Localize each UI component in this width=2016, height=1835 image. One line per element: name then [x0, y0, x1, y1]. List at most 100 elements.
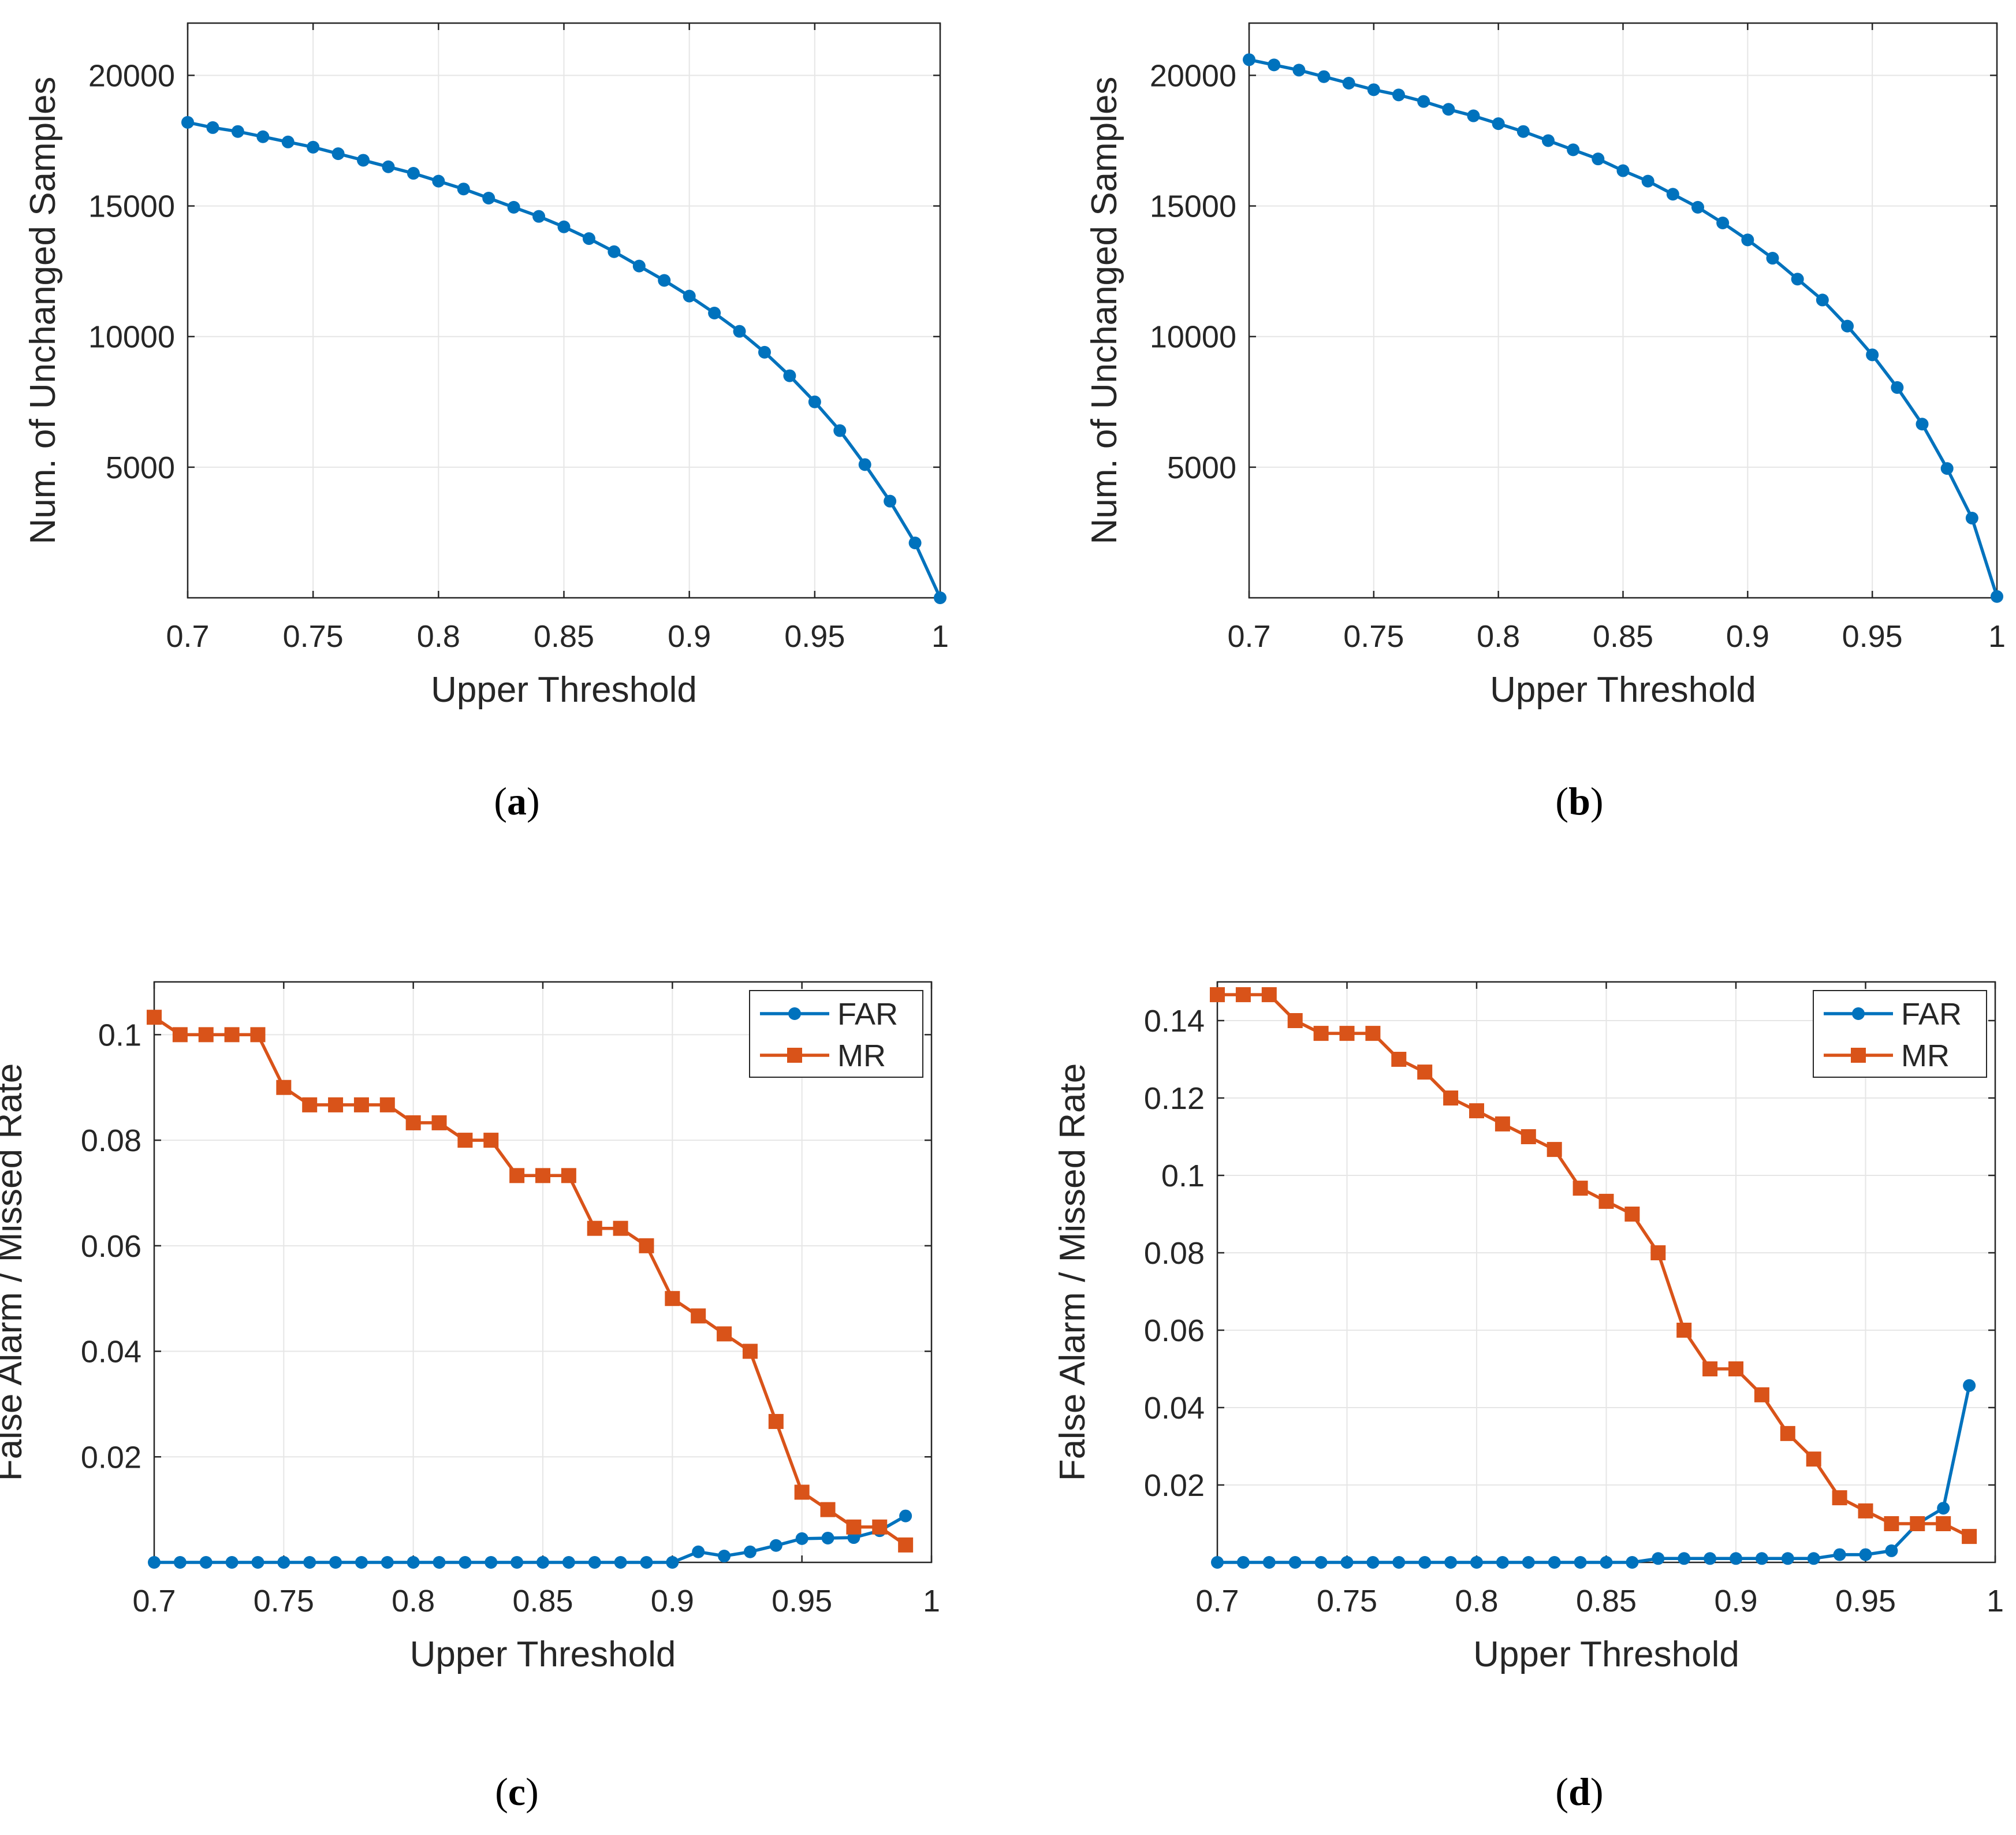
x-tick-label: 0.75 — [1317, 1584, 1377, 1618]
data-point-far — [536, 1556, 549, 1569]
data-point-far — [562, 1556, 575, 1569]
data-point-far — [1755, 1552, 1768, 1565]
data-point-mr — [1287, 1013, 1303, 1028]
data-point-samples — [582, 232, 595, 245]
data-point-samples — [1317, 70, 1331, 83]
data-point-mr — [172, 1027, 188, 1043]
data-point-far — [1262, 1556, 1276, 1569]
data-point-samples — [1616, 164, 1630, 177]
data-point-far — [1574, 1556, 1587, 1569]
x-tick-label: 0.85 — [1576, 1584, 1637, 1618]
data-point-far — [1730, 1552, 1742, 1565]
data-point-samples — [281, 135, 295, 148]
subfigure-caption: (d) — [1555, 1770, 1603, 1814]
data-point-samples — [1841, 319, 1854, 333]
data-point-mr — [1910, 1516, 1925, 1531]
data-point-mr — [1210, 987, 1225, 1003]
caption-letter: d — [1568, 1770, 1590, 1814]
data-point-samples — [1542, 134, 1555, 147]
x-tick-label: 1 — [931, 619, 949, 654]
data-point-far — [1314, 1556, 1328, 1569]
data-point-mr — [1962, 1529, 1977, 1544]
data-point-samples — [256, 130, 270, 143]
x-tick-label: 0.75 — [283, 619, 344, 654]
data-point-mr — [561, 1168, 576, 1183]
data-point-samples — [608, 245, 621, 258]
data-point-mr — [742, 1343, 758, 1359]
data-point-mr — [872, 1519, 888, 1535]
data-point-mr — [665, 1291, 680, 1307]
subfigure-caption: (b) — [1555, 779, 1603, 823]
series-far — [1211, 1379, 1976, 1569]
y-tick-label: 5000 — [106, 451, 175, 485]
y-axis-label: False Alarm / Missed Rate — [1053, 1063, 1093, 1482]
series-far — [148, 1509, 912, 1569]
data-point-far — [148, 1556, 161, 1569]
y-tick-label: 0.02 — [1144, 1468, 1205, 1503]
x-tick-label: 1 — [1988, 619, 2006, 654]
chart-b: 0.7 0.75 0.8 0.85 0.9 0.95 1500010000150002000… — [1085, 22, 2006, 823]
data-point-samples — [407, 167, 420, 180]
data-point-far — [1522, 1556, 1535, 1569]
data-point-mr — [198, 1027, 214, 1043]
data-point-mr — [483, 1133, 499, 1148]
data-point-mr — [405, 1115, 421, 1130]
y-tick-label: 0.02 — [81, 1440, 141, 1475]
data-point-mr — [457, 1133, 473, 1148]
data-point-far — [1548, 1556, 1561, 1569]
caption-letter: c — [508, 1770, 526, 1814]
data-point-samples — [1691, 200, 1704, 214]
data-point-mr — [691, 1308, 706, 1324]
data-point-samples — [357, 154, 370, 167]
data-point-far — [1652, 1552, 1665, 1565]
data-point-far — [1211, 1556, 1224, 1569]
data-point-mr — [1417, 1064, 1433, 1080]
data-point-samples — [1791, 273, 1804, 286]
data-point-samples — [632, 259, 646, 273]
y-axis-label: Num. of Unchanged Samples — [23, 77, 63, 545]
data-point-mr — [1884, 1516, 1899, 1531]
data-point-samples — [833, 424, 847, 437]
data-point-far — [1496, 1556, 1509, 1569]
data-point-samples — [1567, 143, 1580, 157]
x-tick-label: 0.95 — [1842, 619, 1903, 654]
legend-box — [1813, 990, 1987, 1078]
data-point-far — [1963, 1379, 1976, 1392]
data-point-far — [510, 1556, 524, 1569]
data-point-far — [407, 1556, 420, 1569]
data-point-far — [614, 1556, 627, 1569]
data-point-far — [692, 1545, 705, 1558]
data-point-samples — [382, 160, 395, 173]
data-point-samples — [532, 210, 546, 223]
data-point-mr — [1650, 1245, 1666, 1260]
data-point-mr — [1598, 1193, 1614, 1209]
series-samples — [1243, 53, 2003, 603]
data-point-samples — [1268, 58, 1281, 72]
y-tick-label: 20000 — [88, 58, 175, 93]
data-point-mr — [1495, 1116, 1510, 1131]
x-tick-label: 1 — [1987, 1584, 2004, 1618]
data-point-far — [199, 1556, 213, 1569]
data-point-mr — [639, 1238, 654, 1253]
data-point-samples — [1816, 293, 1829, 307]
x-axis-label: Upper Threshold — [410, 1635, 676, 1674]
data-point-far — [1626, 1556, 1639, 1569]
data-point-samples — [1716, 216, 1730, 229]
data-point-far — [485, 1556, 498, 1569]
data-point-samples — [934, 591, 946, 604]
data-point-samples — [1392, 88, 1405, 102]
subfigure-caption: (a) — [494, 779, 539, 823]
data-point-mr — [431, 1115, 447, 1130]
data-point-far — [277, 1556, 290, 1569]
x-axis-label: Upper Threshold — [1490, 670, 1756, 710]
data-point-far — [821, 1531, 834, 1544]
data-point-samples — [307, 140, 320, 154]
data-point-far — [329, 1556, 342, 1569]
data-point-samples — [507, 200, 520, 214]
x-tick-label: 0.8 — [1477, 619, 1520, 654]
data-point-mr — [1572, 1181, 1588, 1196]
data-point-mr — [1702, 1361, 1718, 1376]
data-point-far — [1600, 1556, 1613, 1569]
data-point-samples — [1516, 125, 1530, 138]
data-point-samples — [1641, 174, 1654, 188]
